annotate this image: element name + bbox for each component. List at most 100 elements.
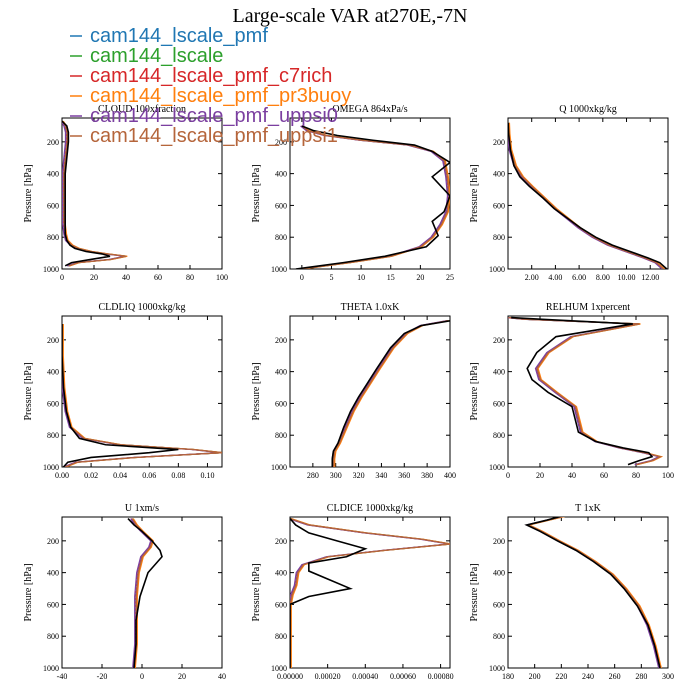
x-tick-label: 0 (506, 471, 510, 480)
series-line-0 (508, 316, 662, 466)
panel-title: U 1xm/s (125, 503, 159, 514)
y-tick-label: 200 (493, 138, 505, 147)
y-tick-label: 600 (47, 399, 59, 408)
series-line-5 (526, 517, 661, 668)
series-line-3 (508, 122, 665, 269)
x-tick-label: 10.00 (618, 273, 636, 282)
x-tick-label: 280 (307, 471, 319, 480)
series-line-5 (508, 122, 665, 269)
y-tick-label: 600 (275, 600, 287, 609)
y-axis-label: Pressure [hPa] (251, 362, 262, 420)
panel-title: CLOUD 100xfraction (98, 104, 186, 115)
y-tick-label: 800 (275, 233, 287, 242)
series-line-2 (525, 517, 660, 668)
series-line-2 (508, 122, 664, 269)
x-tick-label: 0 (140, 672, 144, 681)
x-tick-label: 20 (90, 273, 98, 282)
y-tick-label: 800 (47, 431, 59, 440)
y-axis-label: Pressure [hPa] (23, 164, 34, 222)
legend-label: cam144_lscale_pmf_c7rich (90, 65, 332, 87)
y-tick-label: 400 (493, 569, 505, 578)
y-tick-label: 400 (275, 569, 287, 578)
reference-line (62, 323, 179, 467)
x-tick-label: 40 (568, 471, 576, 480)
x-tick-label: 25 (446, 273, 454, 282)
x-tick-label: 300 (662, 672, 674, 681)
y-tick-label: 600 (47, 600, 59, 609)
y-tick-label: 1000 (271, 463, 287, 472)
series-line-1 (290, 517, 450, 668)
y-tick-label: 1000 (489, 664, 505, 673)
panel-4: THETA 1.0xK Pressure [hPa] 200 400 600 800 100… (251, 302, 456, 480)
series-line-5 (508, 316, 663, 466)
y-tick-label: 600 (493, 600, 505, 609)
panel-title: T 1xK (575, 503, 601, 514)
y-axis-label: Pressure [hPa] (469, 164, 480, 222)
reference-line (524, 517, 661, 668)
x-tick-label: 0.00040 (352, 672, 378, 681)
y-tick-label: 1000 (43, 463, 59, 472)
x-tick-label: 220 (555, 672, 567, 681)
y-tick-label: 200 (275, 537, 287, 546)
y-tick-label: 200 (47, 138, 59, 147)
y-tick-label: 200 (275, 336, 287, 345)
legend: cam144_lscale_pmfcam144_lscalecam144_lsc… (70, 25, 351, 147)
x-tick-label: 0.00020 (315, 672, 341, 681)
y-tick-label: 1000 (43, 664, 59, 673)
panel-7: CLDICE 1000xkg/kg Pressure [hPa] 200 400 600… (251, 503, 454, 681)
x-tick-label: 260 (609, 672, 621, 681)
y-tick-label: 600 (275, 399, 287, 408)
legend-label: cam144_lscale_pmf_uppsi1 (90, 125, 338, 147)
x-tick-label: 280 (635, 672, 647, 681)
y-tick-label: 1000 (489, 265, 505, 274)
y-tick-label: 1000 (271, 265, 287, 274)
series-line-0 (332, 320, 448, 467)
y-tick-label: 400 (47, 170, 59, 179)
plot-frame (507, 117, 669, 270)
y-tick-label: 200 (47, 336, 59, 345)
plot-frame (61, 315, 223, 468)
series-line-5 (62, 323, 222, 467)
panel-3: CLDLIQ 1000xkg/kg Pressure [hPa] 200 400 600… (23, 302, 223, 480)
x-tick-label: 0.00060 (390, 672, 416, 681)
series-line-0 (526, 517, 661, 668)
x-tick-label: 0 (60, 273, 64, 282)
panel-title: RELHUM 1xpercent (546, 302, 630, 313)
x-tick-label: 6.00 (572, 273, 586, 282)
y-tick-label: 800 (47, 632, 59, 641)
series-line-2 (290, 518, 450, 668)
panel-title: THETA 1.0xK (341, 302, 400, 313)
series-line-0 (290, 517, 450, 668)
x-tick-label: 60 (600, 471, 608, 480)
plot-frame (507, 516, 669, 669)
x-tick-label: 380 (421, 471, 433, 480)
x-tick-label: 360 (398, 471, 410, 480)
x-tick-label: 320 (353, 471, 365, 480)
series-line-0 (301, 125, 450, 269)
y-tick-label: 1000 (489, 463, 505, 472)
y-axis-label: Pressure [hPa] (469, 563, 480, 621)
y-tick-label: 400 (275, 170, 287, 179)
reference-line (295, 125, 450, 269)
x-tick-label: 240 (582, 672, 594, 681)
series-line-3 (509, 316, 664, 466)
panel-title: CLDLIQ 1000xkg/kg (99, 302, 186, 313)
x-tick-label: 2.00 (525, 273, 539, 282)
y-axis-label: Pressure [hPa] (23, 362, 34, 420)
x-tick-label: 15 (387, 273, 395, 282)
panel-title: CLDICE 1000xkg/kg (327, 503, 413, 514)
series-line-3 (527, 517, 662, 668)
x-tick-label: 0.02 (84, 471, 98, 480)
x-tick-label: 8.00 (596, 273, 610, 282)
y-tick-label: 400 (493, 368, 505, 377)
reference-line (127, 518, 163, 668)
panel-title: OMEGA 864xPa/s (332, 104, 407, 115)
x-tick-label: 100 (216, 273, 228, 282)
series-line-1 (526, 517, 662, 668)
series-line-5 (333, 320, 449, 467)
